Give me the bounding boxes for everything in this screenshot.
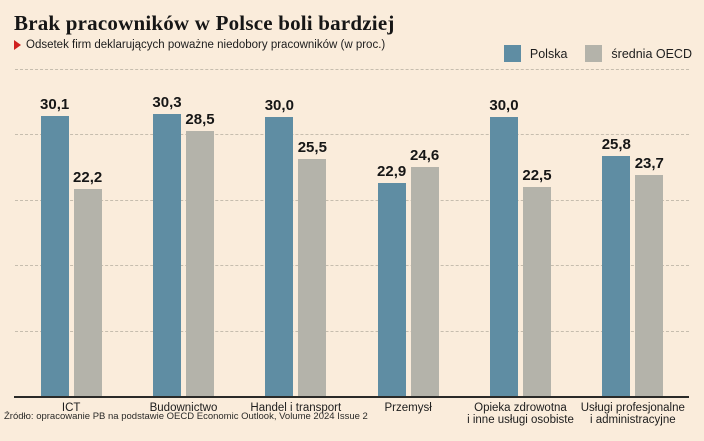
- bar-group: 30,0 25,5: [265, 60, 327, 397]
- bar-polska: 30,0: [265, 97, 294, 397]
- bar-groups: 30,1 22,2 30,3 28,5 30,0 25,5 22,9 24,6 30,0 22,5…: [15, 60, 689, 397]
- triangle-bullet-icon: [14, 40, 21, 50]
- legend-swatch-polska: [503, 45, 521, 62]
- bar-group: 22,9 24,6: [377, 60, 439, 397]
- bar-group: 30,3 28,5: [152, 60, 215, 397]
- bar-value-label: 25,8: [601, 135, 631, 153]
- category-label: Budownictwo: [149, 402, 218, 414]
- bar-value-label: 30,3: [152, 93, 182, 111]
- category-label: Usługi profesjonalne i administracyjne: [580, 402, 685, 427]
- bar-polska: 30,1: [40, 96, 69, 397]
- bar-oecd: 23,7: [635, 155, 664, 397]
- bar-oecd: 22,5: [522, 167, 552, 397]
- chart-subtitle-text: Odsetek firm deklarujących poważne niedo…: [26, 39, 386, 51]
- legend-label-polska: Polska: [529, 46, 568, 61]
- bar-oecd: 25,5: [298, 139, 327, 397]
- bar-polska: 30,3: [152, 94, 182, 397]
- bar-value-label: 28,5: [185, 110, 215, 128]
- legend-item-polska: Polska: [503, 45, 568, 62]
- category-label: Przemysł: [384, 402, 432, 414]
- bar-polska: 25,8: [602, 136, 631, 397]
- gridline: [15, 68, 689, 70]
- category-label: ICT: [61, 402, 81, 414]
- bar-value-label: 25,5: [297, 138, 327, 156]
- chart-subtitle: Odsetek firm deklarujących poważne niedo…: [14, 39, 385, 51]
- bar-oecd: 24,6: [410, 147, 439, 397]
- legend-label-oecd: średnia OECD: [611, 46, 692, 61]
- bar-oecd: 22,2: [73, 169, 102, 397]
- bar-oecd: 28,5: [185, 111, 215, 397]
- bar-value-label: 22,2: [73, 169, 103, 187]
- gridline: [15, 199, 689, 201]
- bar-value-label: 23,7: [634, 155, 664, 173]
- category-labels-row: ICT Budownictwo Handel i transport Przemysł…: [15, 402, 689, 427]
- category-label: Opieka zdrowotna i inne usługi osobiste: [467, 402, 574, 427]
- legend-swatch-oecd: [585, 45, 603, 62]
- gridline: [15, 330, 689, 332]
- bar-value-label: 22,9: [377, 162, 407, 180]
- bar-group: 25,8 23,7: [602, 60, 664, 397]
- bar-value-label: 30,1: [40, 95, 70, 113]
- bar-polska: 30,0: [489, 97, 519, 397]
- x-axis-line: [14, 396, 689, 398]
- legend-item-oecd: średnia OECD: [585, 45, 692, 62]
- bar-group: 30,1 22,2: [40, 60, 102, 397]
- gridline: [15, 265, 689, 267]
- bar-polska: 22,9: [377, 163, 406, 397]
- source-note: Źródło: opracowanie PB na podstawie OECD…: [4, 411, 368, 422]
- gridline: [15, 134, 689, 136]
- bar-value-label: 24,6: [410, 147, 440, 164]
- legend: Polska średnia OECD: [503, 45, 692, 62]
- bar-value-label: 30,0: [264, 96, 294, 114]
- category-label: Handel i transport: [250, 402, 342, 414]
- bar-value-label: 22,5: [522, 166, 552, 184]
- bar-group: 30,0 22,5: [489, 60, 552, 397]
- chart-title: Brak pracowników w Polsce boli bardziej: [14, 11, 395, 35]
- bar-value-label: 30,0: [489, 96, 519, 114]
- plot-area: 30,1 22,2 30,3 28,5 30,0 25,5 22,9 24,6 30,0 22,5…: [15, 60, 689, 397]
